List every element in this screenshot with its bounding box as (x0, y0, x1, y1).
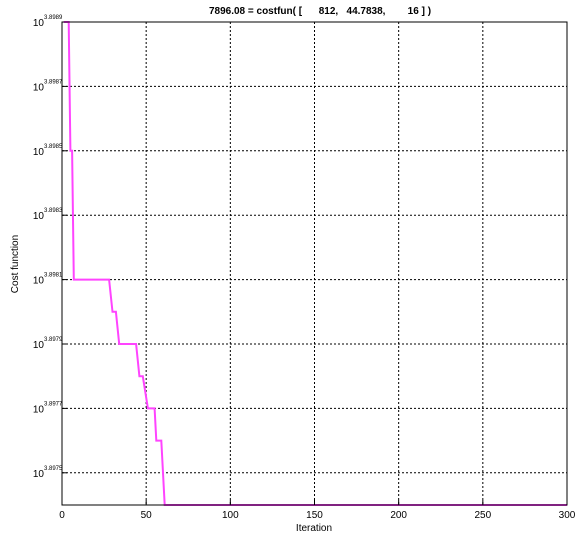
grid-lines (62, 22, 567, 505)
y-tick-base: 10 (33, 340, 45, 351)
x-tick-label: 250 (474, 510, 491, 521)
x-tick-label: 50 (141, 510, 153, 521)
x-tick-label: 200 (390, 510, 407, 521)
y-tick-exponent: 3.8985 (44, 144, 63, 150)
y-tick-exponent: 3.8983 (44, 208, 63, 214)
y-tick-exponent: 3.8987 (44, 79, 63, 85)
y-tick-exponent: 3.8979 (44, 337, 63, 343)
y-tick-base: 10 (33, 211, 45, 222)
y-tick-base: 10 (33, 404, 45, 415)
y-tick-exponent: 3.8977 (44, 401, 63, 407)
x-tick-label: 0 (59, 510, 65, 521)
y-tick-base: 10 (33, 18, 45, 29)
y-tick-base: 10 (33, 147, 45, 158)
x-axis-ticks: 0 50 100 150 200 250 300 (59, 500, 576, 521)
y-axis-label: Cost function (10, 235, 21, 293)
x-tick-label: 100 (222, 510, 239, 521)
y-tick-exponent: 3.8975 (44, 466, 63, 472)
y-tick-exponent: 3.8989 (44, 15, 63, 21)
y-tick-exponent: 3.8981 (44, 273, 63, 279)
x-axis-label: Iteration (296, 523, 332, 534)
x-tick-label: 150 (306, 510, 323, 521)
chart-title: 7896.08 = costfun( [ 812, 44.7838, 16 ] … (209, 6, 431, 17)
y-tick-base: 10 (33, 469, 45, 480)
y-tick-base: 10 (33, 276, 45, 287)
y-tick-base: 10 (33, 82, 45, 93)
x-tick-label: 300 (559, 510, 576, 521)
